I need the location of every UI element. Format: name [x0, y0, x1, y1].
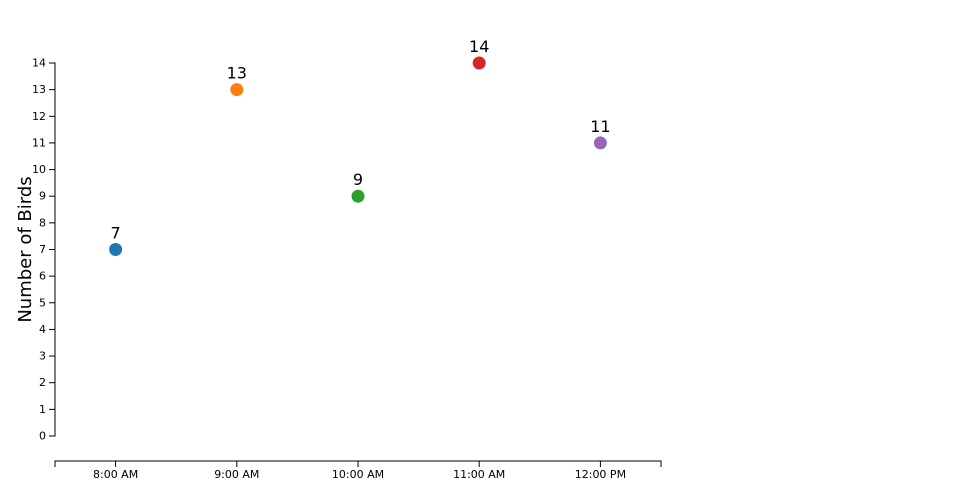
y-tick-label: 12	[32, 110, 46, 123]
x-tick-label: 12:00 PM	[575, 468, 626, 481]
data-label: 9	[353, 170, 363, 189]
y-tick-label: 0	[39, 430, 46, 443]
y-tick-label: 7	[39, 243, 46, 256]
data-label: 11	[590, 117, 610, 136]
y-tick-label: 5	[39, 296, 46, 309]
x-tick-label: 9:00 AM	[214, 468, 259, 481]
y-tick-label: 4	[39, 323, 46, 336]
data-point	[109, 243, 123, 256]
data-point	[472, 56, 486, 70]
y-tick-label: 6	[39, 270, 46, 283]
data-point	[230, 83, 244, 97]
y-tick-label: 1	[39, 403, 46, 416]
y-tick-label: 11	[32, 136, 46, 149]
x-axis: 8:00 AM 9:00 AM 10:00 AM 11:00 AM 12:00 PM	[54, 460, 662, 481]
data-label: 7	[111, 224, 121, 243]
data-labels: 7 13 9 14 11	[111, 37, 611, 243]
data-points	[109, 56, 607, 256]
y-tick-label: 13	[32, 83, 46, 96]
x-tick-label: 8:00 AM	[93, 468, 138, 481]
y-tick-label: 10	[32, 163, 46, 176]
y-axis-title: Number of Birds	[15, 176, 36, 322]
data-point	[593, 136, 607, 150]
x-tick-label: 11:00 AM	[453, 468, 505, 481]
data-point	[351, 189, 365, 203]
y-tick-label: 8	[39, 216, 46, 229]
y-tick-label: 2	[39, 376, 46, 389]
y-tick-label: 9	[39, 190, 46, 203]
x-tick-label: 10:00 AM	[332, 468, 384, 481]
y-tick-label: 3	[39, 350, 46, 363]
y-tick-label: 14	[32, 57, 46, 70]
data-label: 14	[469, 37, 489, 56]
data-label: 13	[227, 64, 247, 83]
